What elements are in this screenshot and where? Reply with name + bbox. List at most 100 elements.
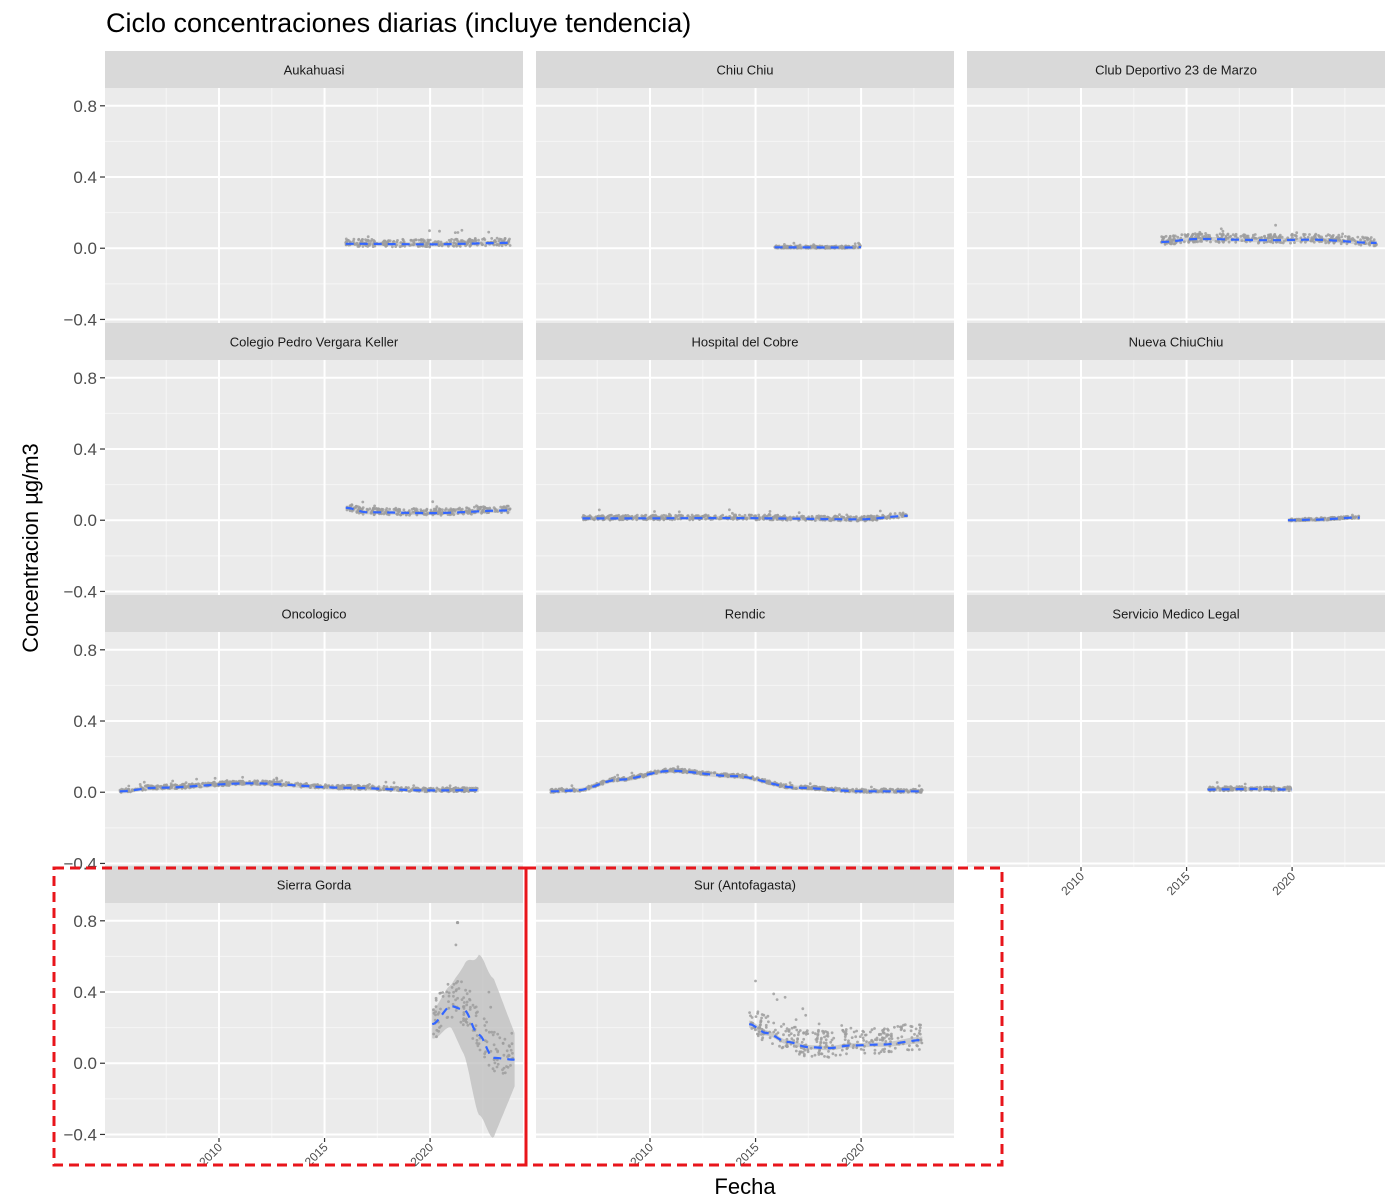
data-point xyxy=(676,517,680,521)
data-point xyxy=(477,238,480,242)
data-point xyxy=(754,1015,758,1018)
data-point xyxy=(348,509,352,513)
data-point xyxy=(893,512,897,515)
data-point xyxy=(909,1029,913,1033)
data-point xyxy=(893,1025,896,1029)
data-point xyxy=(626,514,630,517)
data-point xyxy=(1172,236,1176,240)
data-point xyxy=(368,783,371,786)
data-point xyxy=(139,785,143,788)
data-point xyxy=(445,786,449,790)
data-point xyxy=(434,1010,437,1014)
data-point xyxy=(1209,240,1212,244)
data-point xyxy=(1219,227,1223,231)
data-point xyxy=(435,505,439,509)
data-point xyxy=(616,773,619,777)
panel-background xyxy=(536,360,954,595)
y-tick-label: 0.0 xyxy=(73,511,97,530)
data-point xyxy=(692,769,696,772)
data-point xyxy=(1317,235,1321,238)
data-point xyxy=(842,1030,846,1033)
data-point xyxy=(490,237,494,240)
data-point xyxy=(434,1013,437,1017)
data-point xyxy=(141,788,144,791)
trend-line xyxy=(1207,787,1293,791)
data-point xyxy=(1243,782,1247,786)
data-point xyxy=(810,787,813,791)
data-point xyxy=(452,990,455,994)
data-point xyxy=(391,245,394,249)
data-point xyxy=(597,508,601,512)
data-point xyxy=(913,1032,916,1036)
data-point xyxy=(468,509,471,513)
data-point xyxy=(305,782,308,785)
data-point xyxy=(831,1044,834,1047)
data-point xyxy=(712,771,716,775)
y-tick-label: 0.4 xyxy=(73,440,97,459)
data-point xyxy=(1216,235,1220,239)
data-point xyxy=(465,788,469,792)
data-point xyxy=(838,1053,842,1057)
data-point xyxy=(822,1041,826,1045)
data-point xyxy=(468,998,472,1002)
data-point xyxy=(460,239,464,242)
data-point xyxy=(360,507,363,511)
data-point xyxy=(882,1031,885,1034)
data-point xyxy=(212,780,216,784)
data-point xyxy=(900,1025,904,1029)
data-point xyxy=(885,1034,888,1038)
data-point xyxy=(270,780,274,784)
data-point xyxy=(381,240,385,244)
data-point xyxy=(813,519,817,522)
data-point xyxy=(208,781,212,785)
data-point xyxy=(392,781,396,785)
data-point xyxy=(465,992,469,996)
data-point xyxy=(757,513,761,517)
data-point xyxy=(462,1011,466,1014)
data-point xyxy=(792,1025,796,1029)
data-point xyxy=(1279,241,1283,245)
data-point xyxy=(456,239,459,243)
data-point xyxy=(1234,240,1238,244)
data-point xyxy=(783,243,786,246)
data-point xyxy=(675,515,678,519)
data-point xyxy=(1327,516,1331,520)
data-point xyxy=(452,982,456,986)
data-point xyxy=(1197,235,1200,239)
data-point xyxy=(830,1038,834,1042)
data-point xyxy=(797,511,801,514)
data-point xyxy=(760,1016,763,1020)
data-point xyxy=(703,515,707,518)
data-point xyxy=(815,1040,819,1043)
x-tick-label: 2010 xyxy=(1058,869,1087,898)
data-point xyxy=(891,788,895,791)
data-point xyxy=(494,1047,498,1051)
data-point xyxy=(452,241,456,245)
data-point xyxy=(417,238,421,242)
data-point xyxy=(1290,233,1293,237)
data-point xyxy=(404,786,408,789)
data-point xyxy=(1243,233,1247,237)
data-point xyxy=(849,1026,853,1030)
data-point xyxy=(239,780,243,784)
x-tick-label: 2015 xyxy=(1164,869,1193,898)
data-point xyxy=(920,1041,924,1045)
data-point xyxy=(792,1044,796,1048)
data-point xyxy=(741,773,744,776)
data-point xyxy=(721,513,725,517)
data-point xyxy=(1257,241,1261,244)
data-point xyxy=(919,1038,923,1042)
data-point xyxy=(1287,789,1291,793)
data-point xyxy=(459,1020,463,1024)
data-point xyxy=(550,788,554,791)
data-point xyxy=(852,515,855,519)
data-point xyxy=(1282,239,1286,243)
data-point xyxy=(785,1027,789,1031)
y-tick-label: 0.0 xyxy=(73,783,97,802)
data-point xyxy=(337,786,341,789)
data-point xyxy=(862,1030,866,1034)
data-point xyxy=(795,787,798,790)
facet-panel: Sur (Antofagasta)2010 2015 2020 xyxy=(536,866,954,1169)
data-point xyxy=(863,1044,866,1048)
data-point xyxy=(456,996,459,1000)
